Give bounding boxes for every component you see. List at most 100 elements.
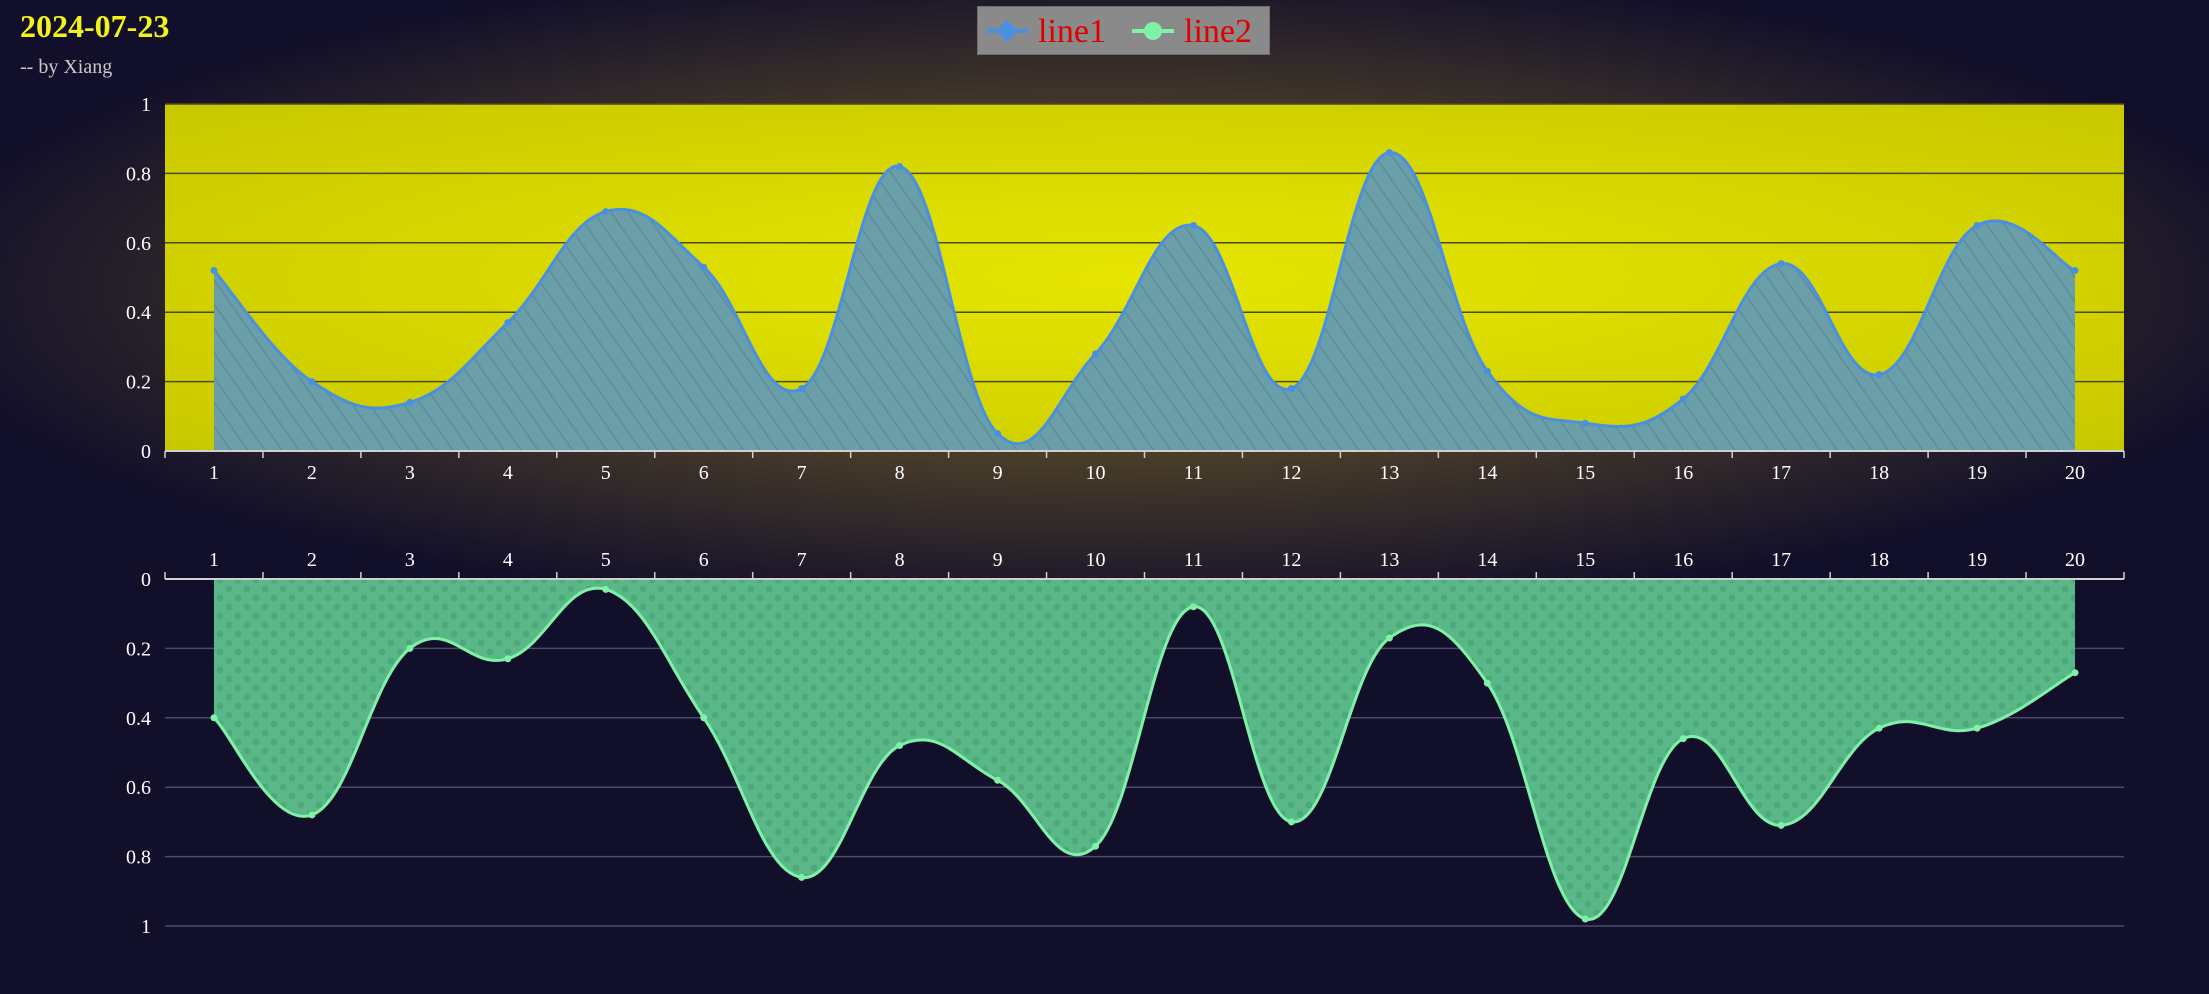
x-tick-label: 10 [1086,462,1106,484]
x-tick-label: 19 [1967,549,1987,571]
x-tick-label: 16 [1673,549,1693,571]
y-tick-label: 0.6 [126,233,151,255]
x-tick-label: 18 [1869,549,1889,571]
line1-point [1287,385,1295,393]
x-tick-label: 1 [209,462,219,484]
x-tick-label: 2 [307,462,317,484]
line2-point [700,714,708,722]
line2-line [212,586,2076,921]
y-tick-label: 0.2 [126,372,151,394]
x-tick-label: 9 [993,549,1003,571]
y-tick-label: 1 [141,94,151,116]
line1-line [212,151,2076,446]
line1-point [1581,419,1589,427]
legend-item-line2[interactable]: line2 [1128,7,1268,56]
line1-point [1875,371,1883,379]
x-tick-label: 6 [699,462,709,484]
x-tick-label: 11 [1184,549,1203,571]
x-tick-label: 8 [895,462,905,484]
x-tick-label: 3 [405,549,415,571]
y-tick-label: 0.8 [126,847,151,869]
line1-point [1973,221,1981,229]
line2-point [210,714,218,722]
chart-title: 2024-07-23 [20,8,170,44]
line2-point [1483,679,1491,687]
line1-point [798,385,806,393]
line2-point [896,742,904,750]
line2-point [1777,821,1785,829]
x-tick-label: 8 [895,549,905,571]
y-tick-label: 0 [141,569,151,591]
line2-point [1189,603,1197,611]
x-tick-label: 14 [1477,549,1497,571]
x-tick-label: 12 [1281,462,1301,484]
legend-label-line1: line1 [1038,13,1106,50]
line2-point [2071,669,2079,677]
x-tick-label: 7 [797,549,807,571]
x-tick-label: 15 [1575,549,1595,571]
x-tick-label: 13 [1379,549,1399,571]
line2-point [406,644,414,652]
y-tick-label: 0.6 [126,777,151,799]
x-tick-label: 6 [699,549,709,571]
chart-subtitle: -- by Xiang [20,56,113,78]
legend-item-line1[interactable]: line1 [982,7,1122,56]
line1-point [406,398,414,406]
x-tick-label: 3 [405,462,415,484]
x-tick-label: 14 [1477,462,1497,484]
x-tick-label: 7 [797,462,807,484]
y-tick-label: 1 [141,916,151,938]
line1-point [994,430,1002,438]
line1-point [1385,149,1393,157]
y-tick-label: 0.4 [126,302,151,324]
x-tick-label: 19 [1967,462,1987,484]
line2-point [1973,724,1981,732]
x-tick-label: 11 [1184,462,1203,484]
line1-point [210,267,218,275]
line2-point [1875,724,1883,732]
x-tick-label: 15 [1575,462,1595,484]
line1-point [602,208,610,216]
y-tick-label: 0.8 [126,163,151,185]
x-tick-label: 4 [503,549,513,571]
x-tick-label: 12 [1281,549,1301,571]
line1-point [896,162,904,170]
x-tick-label: 2 [307,549,317,571]
line1-point [1777,260,1785,268]
x-tick-label: 5 [601,462,611,484]
x-tick-label: 5 [601,549,611,571]
diamond-line-icon [986,20,1028,42]
x-tick-label: 13 [1379,462,1399,484]
line2-point [504,655,512,663]
line2-point [602,585,610,593]
y-tick-label: 0.4 [126,708,151,730]
x-tick-label: 9 [993,462,1003,484]
x-tick-label: 17 [1771,549,1791,571]
line1-point [1092,350,1100,358]
line1-point [1483,367,1491,375]
line2-point [994,776,1002,784]
circle-line-icon [1132,22,1174,40]
line2-point [1287,818,1295,826]
line2-point [1679,735,1687,743]
line1-point [1679,395,1687,403]
legend-label-line2: line2 [1184,13,1252,50]
x-tick-label: 20 [2065,462,2085,484]
x-tick-label: 1 [209,549,219,571]
x-tick-label: 17 [1771,462,1791,484]
line1-area [213,152,2076,451]
x-tick-label: 16 [1673,462,1693,484]
legend[interactable]: line1 line2 [977,6,1270,55]
line1-point [2071,267,2079,275]
x-tick-label: 20 [2065,549,2085,571]
line2-point [1092,842,1100,850]
x-tick-label: 10 [1086,549,1106,571]
line1-point [700,263,708,271]
line2-area [213,579,2076,920]
line2-point [1581,915,1589,923]
x-tick-label: 18 [1869,462,1889,484]
line2-point [798,873,806,881]
y-tick-label: 0.2 [126,638,151,660]
